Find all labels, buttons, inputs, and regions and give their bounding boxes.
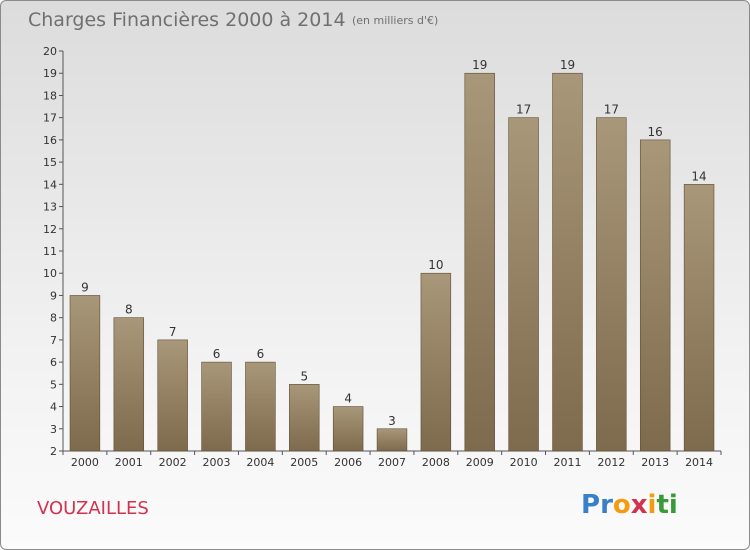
y-tick-label: 4 (50, 401, 57, 414)
x-tick-label: 2003 (203, 456, 231, 469)
chart-unit-note: (en milliers d'€) (352, 14, 439, 27)
y-tick-label: 18 (43, 89, 57, 102)
y-tick-label: 16 (43, 134, 57, 147)
logo-letter: r (600, 490, 613, 520)
x-tick-label: 2012 (597, 456, 625, 469)
y-tick-label: 12 (43, 223, 57, 236)
bar (464, 72, 495, 452)
bar (596, 117, 627, 452)
logo-letter: o (612, 490, 631, 520)
x-axis: 2000 2001 2002 2003 2004 2005 2006 2007 2008 2009… (62, 450, 722, 469)
bar-value-label: 6 (213, 347, 221, 361)
x-tick-label: 2007 (378, 456, 406, 469)
bar-value-label: 17 (604, 103, 619, 117)
bar-value-label: 17 (516, 103, 531, 117)
y-tick-label: 6 (50, 356, 57, 369)
x-tick-label: 2000 (71, 456, 99, 469)
x-tick-label: 2001 (115, 456, 143, 469)
bar (552, 72, 583, 452)
bar (245, 361, 276, 452)
bar-value-label: 9 (81, 280, 89, 294)
y-axis: 2 3 4 5 6 7 8 9 10 11 12 13 14 15 16 17 18 19 20 (43, 45, 64, 458)
bar-value-label: 19 (560, 58, 575, 72)
x-tick-label: 2008 (422, 456, 450, 469)
bar-value-label: 14 (691, 169, 706, 183)
proxiti-logo: Proxiti (581, 490, 678, 520)
bar (157, 339, 188, 452)
y-tick-label: 5 (50, 378, 57, 391)
bar-series: 9 8 7 6 6 5 4 3 10 19 17 19 17 16 14 (69, 58, 715, 452)
y-tick-label: 8 (50, 312, 57, 325)
bar (69, 295, 101, 452)
bar (332, 406, 364, 452)
y-tick-label: 19 (43, 67, 57, 80)
x-tick-label: 2010 (510, 456, 538, 469)
bar (508, 117, 539, 452)
y-tick-label: 14 (43, 178, 57, 191)
bar (683, 184, 715, 452)
x-tick-label: 2009 (466, 456, 494, 469)
bar-value-label: 3 (388, 414, 396, 428)
x-tick-label: 2014 (685, 456, 713, 469)
bar-value-label: 4 (344, 392, 352, 406)
y-tick-label: 9 (50, 289, 57, 302)
y-tick-label: 20 (43, 45, 57, 58)
commune-name: VOUZAILLES (37, 498, 149, 519)
logo-letter: P (581, 490, 601, 520)
logo-letter: t (656, 490, 669, 520)
x-tick-label: 2013 (641, 456, 669, 469)
y-tick-label: 10 (43, 267, 57, 280)
bar-value-label: 16 (648, 125, 663, 139)
y-tick-label: 11 (43, 245, 57, 258)
logo-letter: i (647, 490, 657, 520)
bar (639, 139, 671, 452)
logo-letter: x (630, 490, 648, 520)
y-tick-label: 3 (50, 423, 57, 436)
bar (289, 384, 320, 452)
bar-value-label: 7 (169, 325, 177, 339)
y-tick-label: 2 (50, 445, 57, 458)
bar (376, 428, 408, 452)
x-tick-label: 2005 (290, 456, 318, 469)
bar (201, 361, 232, 452)
x-tick-label: 2011 (553, 456, 581, 469)
y-tick-label: 15 (43, 156, 57, 169)
bar-value-label: 19 (472, 58, 487, 72)
chart-title: Charges Financières 2000 à 2014 (28, 9, 346, 31)
bar-value-label: 8 (125, 303, 133, 317)
bar-value-label: 10 (428, 258, 443, 272)
bar (113, 317, 145, 452)
x-tick-label: 2002 (159, 456, 187, 469)
y-tick-label: 17 (43, 112, 57, 125)
x-tick-label: 2006 (334, 456, 362, 469)
y-tick-label: 7 (50, 334, 57, 347)
y-tick-label: 13 (43, 201, 57, 214)
x-tick-label: 2004 (246, 456, 274, 469)
bar-value-label: 6 (257, 347, 265, 361)
bar-value-label: 5 (300, 369, 308, 383)
logo-letter: i (668, 490, 678, 520)
bar (420, 272, 452, 452)
